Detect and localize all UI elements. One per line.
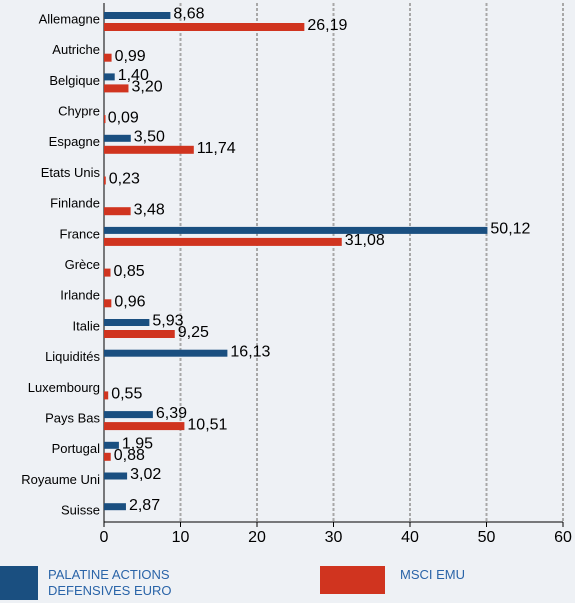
value-label: 8,68: [173, 6, 204, 23]
bar: [104, 503, 126, 511]
value-label: 16,13: [230, 343, 270, 360]
bar: [104, 330, 175, 338]
bar: [104, 134, 131, 142]
value-label: 6,39: [156, 405, 187, 422]
category-label: Suisse: [61, 503, 100, 518]
category-label: Italie: [73, 318, 100, 333]
value-label: 50,12: [490, 221, 530, 238]
x-tick-label: 40: [401, 529, 419, 546]
value-label: 0,99: [115, 48, 146, 65]
x-tick-label: 30: [325, 529, 343, 546]
bar: [104, 441, 119, 449]
bar: [104, 391, 109, 400]
x-tick-label: 10: [172, 529, 190, 546]
value-label: 3,20: [131, 79, 162, 96]
category-label: Liquidités: [45, 349, 100, 364]
category-label: Luxembourg: [28, 380, 100, 395]
value-label: 2,87: [129, 497, 160, 514]
legend-swatch: [320, 566, 385, 594]
value-label: 10,51: [187, 416, 227, 433]
category-label: Allemagne: [39, 11, 100, 26]
value-label: 31,08: [345, 232, 385, 249]
category-label: Etats Unis: [41, 165, 101, 180]
value-label: 0,85: [114, 263, 145, 280]
bar: [104, 23, 305, 31]
category-label: France: [60, 226, 100, 241]
value-label: 26,19: [307, 17, 347, 34]
bar: [104, 452, 111, 461]
value-label: 1,40: [118, 67, 149, 84]
bar: [104, 319, 150, 326]
value-label: 0,09: [108, 109, 139, 126]
bar: [104, 115, 106, 124]
value-label: 0,23: [109, 171, 140, 188]
bar: [104, 237, 342, 246]
x-tick-label: 20: [248, 529, 266, 546]
value-label: 3,02: [130, 466, 161, 483]
x-tick-label: 60: [554, 529, 572, 546]
bar: [104, 84, 129, 93]
bar: [104, 73, 115, 81]
legend-label: MSCI EMU: [400, 567, 465, 582]
category-label: Grèce: [65, 257, 100, 272]
category-label: Finlande: [50, 196, 100, 211]
legend-label: PALATINE ACTIONS DEFENSIVES EURO: [48, 567, 172, 598]
bar: [104, 349, 228, 357]
category-label: Royaume Uni: [21, 472, 100, 487]
value-label: 0,96: [114, 294, 145, 311]
category-label: Belgique: [49, 73, 100, 88]
bar: [104, 268, 111, 277]
bar: [104, 53, 112, 62]
value-label: 0,55: [111, 386, 142, 403]
value-label: 1,95: [122, 436, 153, 453]
bar: [104, 472, 128, 480]
value-label: 5,93: [152, 313, 183, 330]
value-label: 0,88: [114, 447, 145, 464]
category-label: Autriche: [52, 42, 100, 57]
category-label: Irlande: [60, 288, 100, 303]
bar: [104, 299, 112, 308]
bar: [104, 207, 131, 216]
legend-swatch: [0, 566, 38, 600]
bar: [104, 226, 488, 234]
x-tick-label: 50: [478, 529, 496, 546]
category-label: Pays Bas: [45, 411, 100, 426]
value-label: 3,48: [134, 201, 165, 218]
value-label: 3,50: [134, 129, 165, 146]
value-label: 11,74: [197, 140, 236, 157]
category-label: Espagne: [49, 134, 100, 149]
bar: [104, 12, 171, 19]
x-tick-label: 0: [100, 529, 109, 546]
bar: [104, 176, 106, 185]
category-label: Chypre: [58, 104, 100, 119]
chart: 0 10 20 30 40 50 60 Allemagne 8,68 26,19 Autriche 0…: [21, 3, 572, 546]
bar: [104, 411, 153, 419]
value-label: 9,25: [178, 324, 209, 341]
bar: [104, 145, 194, 154]
category-label: Portugal: [52, 441, 101, 456]
bar: [104, 422, 185, 431]
